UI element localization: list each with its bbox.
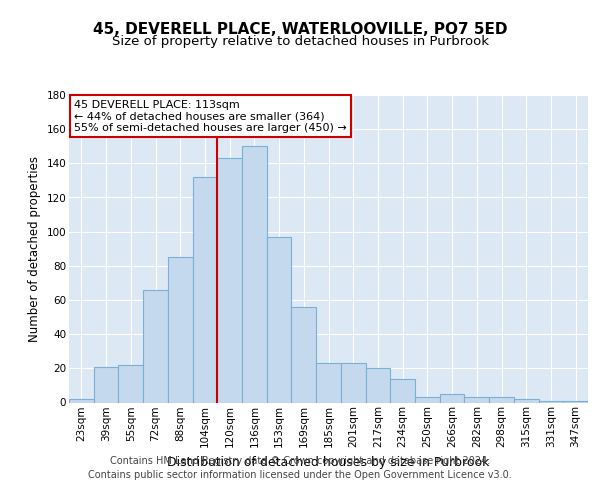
Bar — [94, 366, 118, 402]
Bar — [464, 398, 489, 402]
Bar — [292, 307, 316, 402]
Bar — [143, 290, 168, 403]
Text: Contains HM Land Registry data © Crown copyright and database right 2024.: Contains HM Land Registry data © Crown c… — [110, 456, 490, 466]
Bar — [514, 399, 539, 402]
Bar — [415, 398, 440, 402]
Bar — [440, 394, 464, 402]
Bar — [316, 363, 341, 403]
Bar — [365, 368, 390, 402]
Bar — [69, 399, 94, 402]
Text: Size of property relative to detached houses in Purbrook: Size of property relative to detached ho… — [112, 35, 488, 48]
Bar — [168, 258, 193, 402]
Bar — [341, 363, 365, 403]
Bar — [193, 177, 217, 402]
Text: 45 DEVERELL PLACE: 113sqm
← 44% of detached houses are smaller (364)
55% of semi: 45 DEVERELL PLACE: 113sqm ← 44% of detac… — [74, 100, 347, 133]
Bar — [267, 237, 292, 402]
Bar — [242, 146, 267, 403]
X-axis label: Distribution of detached houses by size in Purbrook: Distribution of detached houses by size … — [167, 456, 490, 468]
Y-axis label: Number of detached properties: Number of detached properties — [28, 156, 41, 342]
Bar — [118, 365, 143, 403]
Text: 45, DEVERELL PLACE, WATERLOOVILLE, PO7 5ED: 45, DEVERELL PLACE, WATERLOOVILLE, PO7 5… — [93, 22, 507, 38]
Text: Contains public sector information licensed under the Open Government Licence v3: Contains public sector information licen… — [88, 470, 512, 480]
Bar — [489, 398, 514, 402]
Bar — [217, 158, 242, 402]
Bar — [390, 378, 415, 402]
Bar — [539, 401, 563, 402]
Bar — [563, 401, 588, 402]
